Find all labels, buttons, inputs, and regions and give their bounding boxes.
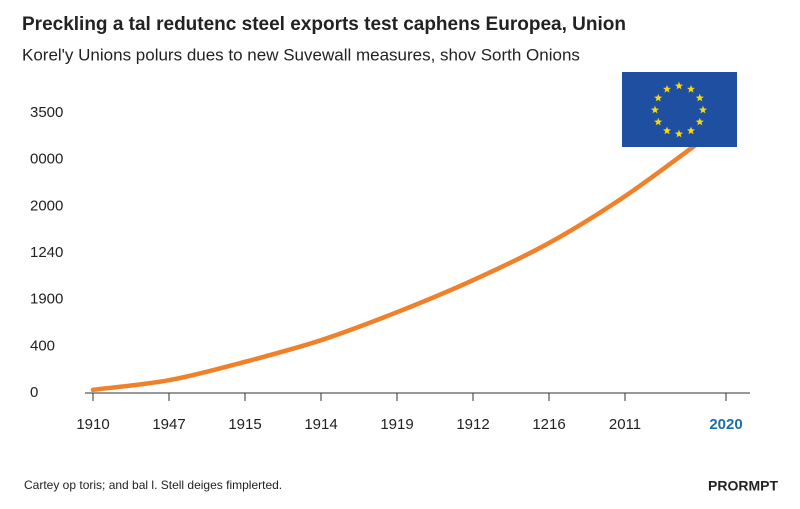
y-tick-label: 1900 xyxy=(30,291,63,308)
y-tick-label: 0000 xyxy=(30,151,63,168)
line xyxy=(90,138,704,393)
chart-title: Preckling a tal redutenc steel exports t… xyxy=(22,14,626,35)
y-tick-label: 400 xyxy=(30,337,55,354)
flag-star xyxy=(654,93,663,102)
y-tick-label: 1240 xyxy=(30,244,63,261)
x-tick-label: 1910 xyxy=(76,416,109,433)
flag-star xyxy=(695,93,704,102)
eu-flag xyxy=(622,72,737,147)
x-tick-label: 1919 xyxy=(380,416,413,433)
x-tick-label: 1914 xyxy=(304,416,337,433)
x-tick-label: 1912 xyxy=(456,416,489,433)
flag-star xyxy=(663,85,671,93)
flag-star xyxy=(687,126,695,135)
x-tick-label: 1915 xyxy=(228,416,261,433)
brand: PRORMPT xyxy=(708,478,778,494)
footnote: Cartey op toris; and bal l. Stell deiges… xyxy=(24,478,282,492)
flag-star xyxy=(695,117,704,126)
flag-star xyxy=(675,81,683,90)
y-tick-label: 0 xyxy=(30,384,38,401)
y-tick-label: 2000 xyxy=(30,197,63,214)
flag-star xyxy=(687,85,695,93)
x-tick-label: 2020 xyxy=(709,416,742,433)
flag-star xyxy=(699,105,707,114)
flag-star xyxy=(654,117,663,126)
x-tick-label: 1947 xyxy=(152,416,185,433)
flag-star xyxy=(675,129,683,138)
x-tick-label: 2011 xyxy=(609,416,641,433)
x-tick-label: 1216 xyxy=(532,416,565,433)
flag-star xyxy=(651,105,659,114)
y-tick-label: 3500 xyxy=(30,104,63,121)
flag-star xyxy=(663,126,671,135)
chart-subtitle: Korel'y Unions polurs dues to new Suvewa… xyxy=(22,45,580,64)
